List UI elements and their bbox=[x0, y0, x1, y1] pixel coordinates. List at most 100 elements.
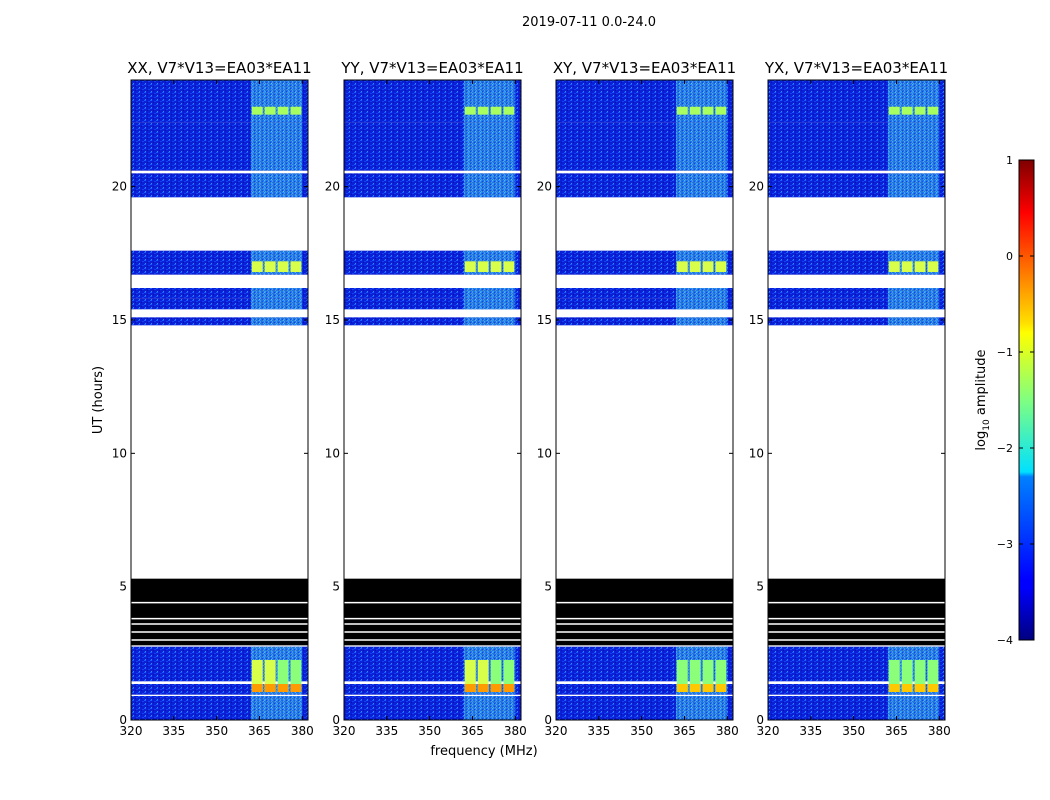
rfi-band bbox=[463, 122, 516, 171]
rfi-upper-block bbox=[477, 106, 489, 115]
heatmap-segment bbox=[344, 298, 521, 310]
heatmap-segment bbox=[344, 684, 521, 695]
panel-frame bbox=[130, 79, 309, 721]
colorbar-gradient bbox=[1018, 159, 1035, 641]
rfi-band bbox=[250, 173, 303, 198]
x-tick-label: 335 bbox=[799, 724, 822, 738]
figure-title: 2019-07-11 0.0-24.0 bbox=[522, 15, 656, 30]
colorbar-label-prefix: log bbox=[974, 431, 989, 451]
rfi-band bbox=[250, 122, 303, 171]
heatmap-segment bbox=[344, 288, 521, 299]
x-tick-label: 350 bbox=[418, 724, 441, 738]
rfi-upper-block bbox=[689, 106, 701, 115]
rfi-peak-row bbox=[477, 684, 489, 692]
heatmap-segment bbox=[556, 298, 733, 310]
rfi-strong-block bbox=[464, 660, 476, 692]
rfi-upper-block bbox=[264, 261, 276, 272]
x-tick-label: 320 bbox=[757, 724, 780, 738]
rfi-band bbox=[250, 684, 303, 695]
rfi-upper-block bbox=[251, 106, 263, 115]
rfi-band bbox=[675, 684, 728, 695]
rfi-upper-block bbox=[927, 261, 939, 272]
rfi-upper-block bbox=[264, 106, 276, 115]
y-tick-label: 0 bbox=[119, 713, 127, 727]
x-axis-label: frequency (MHz) bbox=[430, 744, 537, 759]
colorbar-label-sub: 10 bbox=[982, 419, 992, 431]
rfi-peak-row bbox=[464, 684, 476, 692]
rfi-peak-row bbox=[914, 684, 926, 692]
panel-title: YX, V7*V13=EA03*EA11 bbox=[764, 59, 948, 77]
rfi-band bbox=[250, 317, 303, 326]
heatmap-segment bbox=[131, 684, 308, 695]
rfi-band bbox=[887, 298, 940, 310]
rfi-upper-block bbox=[888, 106, 900, 115]
y-tick-label: 20 bbox=[537, 180, 552, 194]
rfi-band bbox=[463, 173, 516, 198]
rfi-upper-block bbox=[888, 261, 900, 272]
x-tick-label: 365 bbox=[461, 724, 484, 738]
rfi-strong-block bbox=[477, 660, 489, 692]
rfi-strong-block bbox=[290, 660, 302, 692]
rfi-upper-block bbox=[464, 261, 476, 272]
rfi-strong-block bbox=[264, 660, 276, 692]
panel-frame bbox=[767, 79, 946, 721]
rfi-upper-block bbox=[676, 106, 688, 115]
rfi-band bbox=[887, 317, 940, 326]
y-tick-label: 5 bbox=[332, 580, 340, 594]
rfi-upper-block bbox=[490, 106, 502, 115]
heatmap-segment bbox=[768, 317, 945, 326]
rfi-upper-block bbox=[477, 261, 489, 272]
rfi-strong-block bbox=[689, 660, 701, 692]
rfi-strong-block bbox=[927, 660, 939, 692]
heatmap-segment bbox=[131, 288, 308, 299]
rfi-upper-block bbox=[927, 106, 939, 115]
rfi-peak-row bbox=[715, 684, 727, 692]
colorbar-tick-label: −3 bbox=[997, 538, 1013, 551]
zero-amplitude-block bbox=[131, 578, 308, 646]
rfi-upper-block bbox=[715, 261, 727, 272]
x-tick-label: 350 bbox=[205, 724, 228, 738]
rfi-band bbox=[887, 80, 940, 123]
rfi-strong-block bbox=[251, 660, 263, 692]
rfi-upper-block bbox=[676, 261, 688, 272]
rfi-band bbox=[675, 173, 728, 198]
rfi-band bbox=[675, 317, 728, 326]
y-tick-label: 0 bbox=[544, 713, 552, 727]
y-tick-label: 0 bbox=[332, 713, 340, 727]
rfi-strong-block bbox=[914, 660, 926, 692]
y-tick-label: 10 bbox=[749, 446, 764, 460]
rfi-upper-block bbox=[251, 261, 263, 272]
rfi-peak-row bbox=[901, 684, 913, 692]
panel-yy: YY, V7*V13=EA03*EA11 320 335 350 365 380 0 5 10 1… bbox=[325, 59, 527, 738]
rfi-upper-block bbox=[914, 261, 926, 272]
rfi-strong-block bbox=[277, 660, 289, 692]
y-tick-label: 5 bbox=[756, 580, 764, 594]
rfi-peak-row bbox=[251, 684, 263, 692]
y-tick-label: 0 bbox=[756, 713, 764, 727]
rfi-band bbox=[463, 317, 516, 326]
panel-yx: YX, V7*V13=EA03*EA11 320 335 350 365 380 0 5 10 1… bbox=[749, 59, 951, 738]
panel-title: XX, V7*V13=EA03*EA11 bbox=[127, 59, 311, 77]
rfi-upper-block bbox=[702, 106, 714, 115]
rfi-peak-row bbox=[676, 684, 688, 692]
heatmap-segment bbox=[556, 288, 733, 299]
x-tick-label: 380 bbox=[716, 724, 739, 738]
rfi-peak-row bbox=[888, 684, 900, 692]
x-tick-label: 365 bbox=[248, 724, 271, 738]
panels-group: XX, V7*V13=EA03*EA11 320 335 350 365 380 0 5 10 1… bbox=[112, 59, 951, 738]
rfi-strong-block bbox=[503, 660, 515, 692]
heatmap-segment bbox=[344, 317, 521, 326]
panel-frame bbox=[555, 79, 734, 721]
rfi-strong-block bbox=[888, 660, 900, 692]
panel-xx: XX, V7*V13=EA03*EA11 320 335 350 365 380 0 5 10 1… bbox=[112, 59, 314, 738]
rfi-upper-block bbox=[715, 106, 727, 115]
x-tick-label: 380 bbox=[504, 724, 527, 738]
heatmap-segment bbox=[556, 684, 733, 695]
y-tick-label: 15 bbox=[537, 313, 552, 327]
x-tick-label: 320 bbox=[545, 724, 568, 738]
y-tick-label: 10 bbox=[325, 446, 340, 460]
rfi-band bbox=[887, 173, 940, 198]
panel-xy: XY, V7*V13=EA03*EA11 320 335 350 365 380 0 5 10 1… bbox=[537, 59, 739, 738]
rfi-band bbox=[463, 684, 516, 695]
